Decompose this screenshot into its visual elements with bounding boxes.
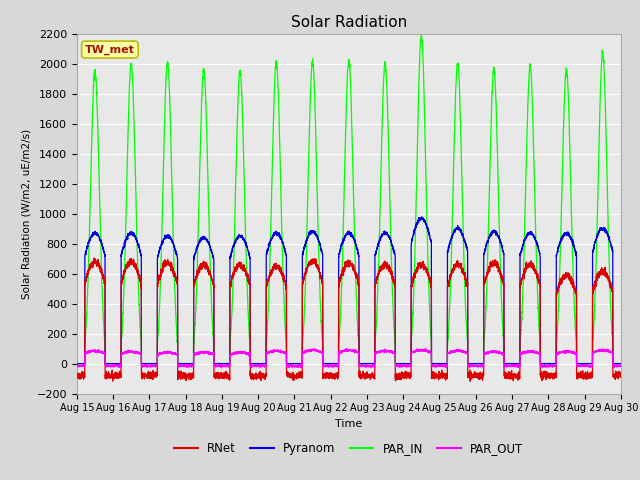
Pyranom — [471, 361, 479, 367]
PAR_OUT — [441, 363, 449, 369]
PAR_IN — [171, 279, 179, 285]
PAR_OUT — [73, 363, 81, 369]
RNet — [616, 373, 624, 379]
Pyranom — [328, 361, 336, 367]
PAR_OUT — [422, 346, 429, 351]
Pyranom — [73, 361, 81, 367]
RNet — [171, 271, 179, 276]
Line: Pyranom: Pyranom — [77, 217, 621, 364]
PAR_IN — [417, 31, 425, 37]
Legend: RNet, Pyranom, PAR_IN, PAR_OUT: RNet, Pyranom, PAR_IN, PAR_OUT — [169, 437, 529, 460]
RNet — [617, 370, 625, 375]
RNet — [73, 371, 81, 377]
RNet — [467, 378, 474, 384]
PAR_OUT — [617, 363, 625, 369]
Line: PAR_OUT: PAR_OUT — [77, 348, 621, 368]
Line: PAR_IN: PAR_IN — [77, 34, 621, 364]
RNet — [502, 372, 509, 378]
Line: RNet: RNet — [77, 258, 621, 381]
PAR_OUT — [218, 365, 225, 371]
Y-axis label: Solar Radiation (W/m2, uE/m2/s): Solar Radiation (W/m2, uE/m2/s) — [21, 129, 31, 299]
Pyranom — [441, 361, 449, 367]
PAR_IN — [441, 361, 449, 367]
PAR_IN — [616, 361, 624, 367]
RNet — [329, 375, 337, 381]
PAR_OUT — [471, 363, 479, 369]
PAR_OUT — [616, 363, 624, 369]
Pyranom — [171, 245, 179, 251]
PAR_OUT — [502, 363, 509, 369]
RNet — [90, 255, 98, 261]
Pyranom — [502, 361, 509, 367]
X-axis label: Time: Time — [335, 419, 362, 429]
Text: TW_met: TW_met — [85, 44, 135, 55]
Pyranom — [418, 214, 426, 220]
PAR_IN — [471, 361, 479, 367]
PAR_OUT — [329, 363, 337, 369]
PAR_IN — [73, 361, 81, 367]
Pyranom — [617, 361, 625, 367]
PAR_IN — [502, 361, 509, 367]
Pyranom — [616, 361, 624, 367]
Title: Solar Radiation: Solar Radiation — [291, 15, 407, 30]
RNet — [441, 376, 449, 382]
RNet — [471, 369, 479, 374]
PAR_IN — [617, 361, 625, 367]
PAR_OUT — [171, 351, 179, 357]
PAR_IN — [328, 361, 336, 367]
